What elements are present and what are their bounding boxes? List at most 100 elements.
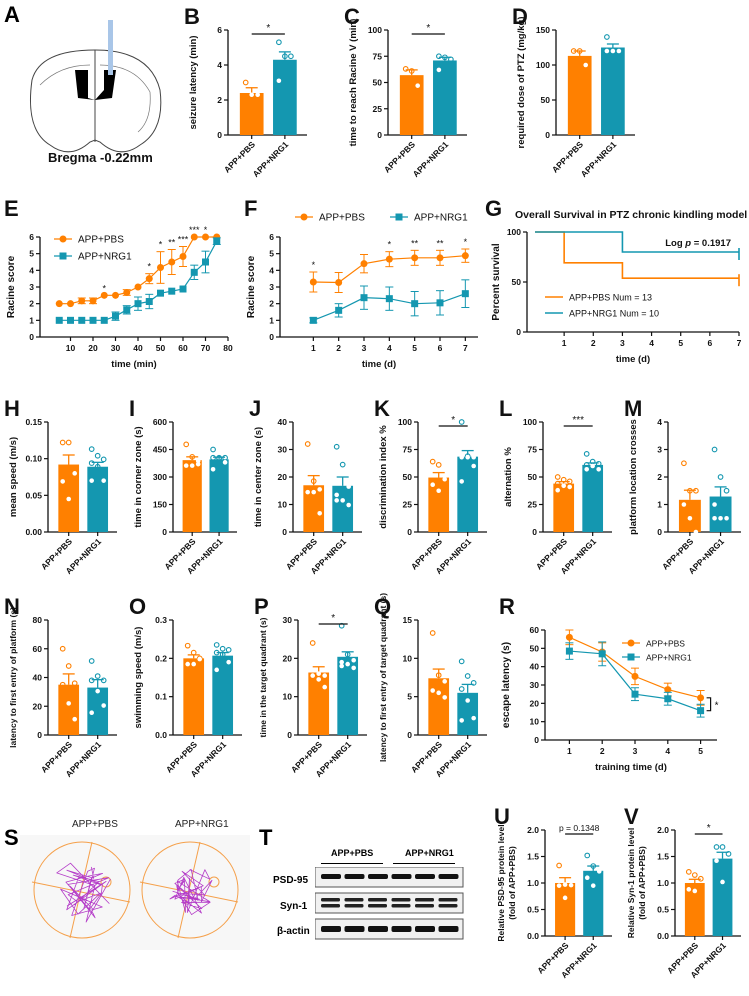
- data-point: [89, 316, 97, 324]
- y-tick-label: 4: [217, 60, 222, 70]
- brain-section-diagram: [29, 20, 162, 153]
- data-point: [686, 887, 692, 892]
- legend-label: APP+NRG1: [414, 213, 468, 224]
- data-point: [724, 515, 729, 521]
- panel-i: I 0 150 300 450 600 time in corner zone (s) APP…: [125, 392, 245, 587]
- data-point: [461, 290, 469, 298]
- data-point: [458, 658, 465, 665]
- y-tick-label: 0.0: [155, 730, 167, 740]
- y-tick-label: 1: [269, 315, 274, 325]
- x-tick-label: 10: [66, 343, 76, 353]
- x-tick-label: 6: [707, 338, 712, 348]
- data-point: [565, 633, 573, 641]
- swim-path: [56, 862, 111, 923]
- y-tick-label: 2: [657, 472, 662, 482]
- data-point: [71, 680, 78, 687]
- data-point: [562, 895, 568, 901]
- bar-pbs: [678, 499, 701, 532]
- y-axis-label: required dose of PTZ (mg/kg): [516, 17, 527, 149]
- log-rank-stat: Log p = 0.1917: [665, 238, 731, 249]
- legend-marker: [627, 653, 635, 661]
- panel-s: S APP+PBS APP+NRG1: [0, 815, 255, 965]
- data-point: [189, 463, 195, 468]
- data-point: [554, 474, 561, 480]
- data-point: [101, 478, 106, 483]
- data-point: [723, 487, 730, 494]
- blot-band: [344, 874, 365, 879]
- blot-group-line-nrg1: [393, 863, 455, 864]
- y-tick-label: 100: [507, 227, 521, 237]
- data-point: [616, 48, 622, 54]
- y-tick-label: 2: [217, 95, 222, 105]
- bar-nrg1: [601, 47, 625, 135]
- data-point: [100, 316, 108, 324]
- x-tick-label: APP+NRG1: [251, 139, 291, 179]
- blot-band: [391, 874, 412, 879]
- x-tick-label: 3: [620, 338, 625, 348]
- y-tick-label: 75: [403, 445, 413, 455]
- data-point: [448, 56, 454, 63]
- y-tick-label: 2.0: [657, 825, 669, 835]
- panel-label-r: R: [499, 594, 515, 619]
- data-point: [584, 852, 591, 859]
- data-point: [436, 690, 441, 696]
- x-tick-label: 1: [567, 746, 572, 756]
- x-tick-label: 4: [665, 746, 670, 756]
- data-point: [123, 289, 131, 296]
- y-tick-label: 0.0: [657, 931, 669, 941]
- chart-q: Q 0 5 10 15 latency to first entry of target …: [374, 593, 487, 779]
- data-point: [89, 297, 97, 305]
- y-tick-label: 50: [530, 643, 540, 653]
- data-point: [693, 529, 699, 535]
- x-axis-label: training time (d): [595, 762, 667, 773]
- data-point: [59, 681, 66, 688]
- data-point: [566, 478, 573, 485]
- data-point: [179, 285, 187, 293]
- panel-label-q: Q: [374, 594, 391, 619]
- blot-row-label-syn1: Syn-1: [280, 901, 308, 912]
- x-axis-label: time (d): [362, 359, 396, 370]
- data-point: [402, 65, 409, 72]
- data-point: [691, 872, 698, 878]
- data-point: [210, 454, 216, 461]
- panel-label-s: S: [4, 825, 19, 850]
- bar-nrg1: [209, 459, 229, 532]
- y-tick-label: 30: [530, 680, 540, 690]
- x-tick-label: APP+NRG1: [579, 139, 619, 179]
- data-point: [664, 695, 672, 703]
- data-point: [255, 92, 260, 98]
- data-point: [288, 53, 294, 60]
- data-point: [719, 844, 726, 850]
- y-tick-label: 0: [657, 527, 662, 537]
- data-point: [697, 694, 705, 702]
- data-point: [183, 463, 189, 468]
- bar-nrg1: [457, 456, 479, 532]
- x-tick-label: 2: [336, 343, 341, 353]
- data-point: [101, 703, 106, 708]
- y-tick-label: 50: [403, 472, 413, 482]
- legend-marker: [300, 213, 308, 221]
- data-point: [385, 295, 393, 303]
- chart-c: C 0 25 50 75 100 time to reach Racine V (min) A…: [344, 4, 467, 179]
- blot-band: [344, 926, 365, 932]
- blot-band: [438, 904, 458, 908]
- y-tick-label: 20: [283, 653, 293, 663]
- y-tick-label: 5: [29, 249, 34, 259]
- y-axis-label: platform location crosses: [628, 419, 639, 535]
- bar-pbs: [428, 678, 450, 735]
- bar-nrg1: [212, 655, 234, 735]
- panel-label-g: G: [485, 196, 502, 221]
- y-tick-label: 100: [368, 25, 382, 35]
- y-tick-label: 3: [29, 282, 34, 292]
- data-point: [697, 707, 705, 715]
- significance-label: **: [436, 238, 444, 248]
- significance-label: *: [159, 240, 163, 250]
- y-axis-label: Relative Syn-1 protein level: [626, 828, 636, 939]
- significance-label: *: [464, 237, 468, 247]
- data-point: [95, 688, 100, 694]
- blot-group-line-pbs: [321, 863, 383, 864]
- data-point: [429, 458, 436, 465]
- data-point: [309, 316, 317, 324]
